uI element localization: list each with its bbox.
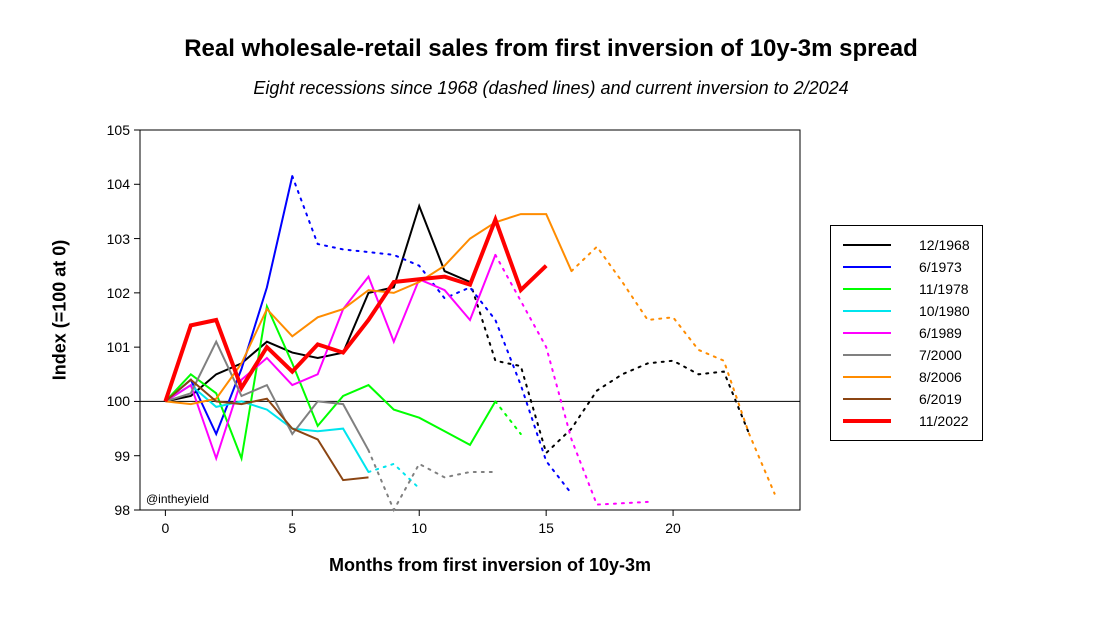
series-line-dashed-6: [572, 247, 775, 494]
legend-swatch: [843, 244, 891, 246]
x-tick-label: 5: [288, 520, 296, 536]
legend-label: 12/1968: [919, 237, 970, 253]
legend-row: 6/1973: [843, 256, 970, 278]
legend-label: 10/1980: [919, 303, 970, 319]
legend-swatch: [843, 288, 891, 290]
legend-row: 10/1980: [843, 300, 970, 322]
x-tick-label: 10: [411, 520, 427, 536]
legend-swatch: [843, 310, 891, 312]
legend-row: 12/1968: [843, 234, 970, 256]
legend-row: 11/2022: [843, 410, 970, 432]
legend-label: 8/2006: [919, 369, 962, 385]
legend-label: 6/2019: [919, 391, 962, 407]
series-line-4: [165, 255, 495, 459]
series-line-dashed-2: [495, 401, 520, 434]
legend-label: 6/1989: [919, 325, 962, 341]
y-tick-label: 104: [90, 176, 130, 192]
legend-row: 8/2006: [843, 366, 970, 388]
chart-container: Real wholesale-retail sales from first i…: [0, 0, 1102, 619]
legend-label: 6/1973: [919, 259, 962, 275]
legend-row: 6/1989: [843, 322, 970, 344]
y-tick-label: 103: [90, 231, 130, 247]
y-tick-label: 105: [90, 122, 130, 138]
legend-row: 7/2000: [843, 344, 970, 366]
series-line-8: [165, 220, 546, 402]
y-tick-label: 101: [90, 339, 130, 355]
legend-label: 7/2000: [919, 347, 962, 363]
legend-label: 11/2022: [919, 413, 969, 429]
legend-row: 6/2019: [843, 388, 970, 410]
legend: 12/1968 6/1973 11/1978 10/1980 6/1989 7/2000 8…: [830, 225, 983, 441]
x-tick-label: 20: [665, 520, 681, 536]
watermark: @intheyield: [146, 492, 209, 506]
series-line-dashed-1: [292, 176, 571, 494]
y-tick-label: 98: [90, 502, 130, 518]
legend-label: 11/1978: [919, 281, 969, 297]
x-tick-label: 15: [538, 520, 554, 536]
series-line-dashed-5: [369, 450, 496, 510]
series-line-6: [165, 214, 571, 404]
legend-swatch: [843, 266, 891, 268]
legend-swatch: [843, 419, 891, 423]
series-line-2: [165, 306, 495, 458]
legend-swatch: [843, 332, 891, 334]
legend-swatch: [843, 398, 891, 400]
legend-swatch: [843, 376, 891, 378]
legend-swatch: [843, 354, 891, 356]
y-tick-label: 102: [90, 285, 130, 301]
y-tick-label: 99: [90, 448, 130, 464]
legend-row: 11/1978: [843, 278, 970, 300]
series-line-dashed-0: [470, 282, 749, 453]
y-tick-label: 100: [90, 393, 130, 409]
x-tick-label: 0: [161, 520, 169, 536]
